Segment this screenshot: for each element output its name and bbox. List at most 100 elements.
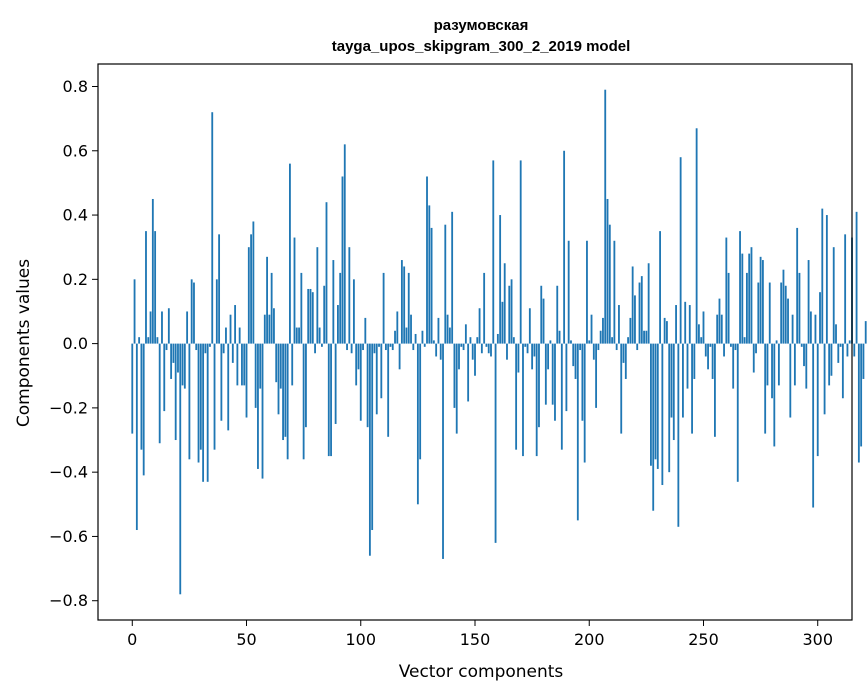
bar-309 bbox=[837, 343, 840, 363]
bar-228 bbox=[652, 343, 655, 511]
bar-120 bbox=[405, 327, 408, 344]
y-axis-ticks: −0.8 −0.6 −0.4 −0.2 0.0 0.2 0.4 0.6 0.8 bbox=[49, 77, 98, 610]
bar-26 bbox=[190, 279, 193, 344]
bar-43 bbox=[229, 314, 232, 344]
bar-5 bbox=[142, 343, 145, 476]
bar-17 bbox=[170, 343, 173, 379]
bar-84 bbox=[323, 285, 326, 344]
bar-158 bbox=[492, 160, 495, 344]
bar-308 bbox=[835, 324, 837, 344]
bar-187 bbox=[558, 330, 561, 344]
bar-141 bbox=[453, 343, 456, 408]
bar-295 bbox=[805, 343, 808, 389]
bar-268 bbox=[743, 337, 746, 344]
bar-67 bbox=[284, 343, 287, 437]
bar-133 bbox=[435, 343, 438, 357]
bar-296 bbox=[807, 260, 810, 344]
bar-232 bbox=[661, 343, 664, 486]
bar-12 bbox=[158, 343, 161, 444]
bar-36 bbox=[213, 343, 216, 450]
y-tick-label: 0.8 bbox=[63, 77, 88, 96]
bar-89 bbox=[334, 343, 337, 424]
bar-140 bbox=[451, 211, 454, 344]
bar-264 bbox=[734, 343, 737, 351]
bar-16 bbox=[167, 308, 170, 344]
bar-109 bbox=[380, 343, 383, 399]
bar-205 bbox=[599, 330, 602, 344]
bar-312 bbox=[844, 234, 847, 344]
bar-183 bbox=[549, 340, 552, 344]
bar-288 bbox=[789, 343, 792, 418]
bar-300 bbox=[816, 343, 819, 457]
bar-276 bbox=[761, 260, 764, 344]
bar-260 bbox=[725, 237, 728, 344]
bar-101 bbox=[362, 343, 364, 351]
bar-179 bbox=[540, 285, 543, 344]
bar-73 bbox=[298, 327, 300, 344]
bar-180 bbox=[542, 298, 545, 344]
bar-245 bbox=[691, 343, 693, 434]
bar-54 bbox=[254, 343, 257, 408]
bar-139 bbox=[448, 327, 451, 344]
bar-248 bbox=[698, 324, 700, 344]
bar-227 bbox=[650, 343, 652, 466]
bar-8 bbox=[149, 311, 152, 344]
bar-164 bbox=[506, 343, 508, 360]
bar-40 bbox=[222, 343, 225, 354]
bar-30 bbox=[199, 343, 202, 450]
bar-247 bbox=[695, 128, 698, 344]
bar-10 bbox=[154, 231, 157, 344]
bar-107 bbox=[375, 343, 378, 415]
bar-316 bbox=[853, 343, 856, 357]
bar-244 bbox=[688, 305, 691, 344]
bar-27 bbox=[193, 282, 195, 344]
bar-185 bbox=[554, 343, 556, 421]
bar-53 bbox=[252, 221, 255, 344]
bar-206 bbox=[602, 317, 604, 344]
bar-159 bbox=[494, 343, 497, 543]
bar-29 bbox=[197, 343, 200, 463]
bar-194 bbox=[574, 343, 577, 379]
bar-95 bbox=[348, 247, 351, 344]
bar-14 bbox=[163, 343, 166, 412]
bar-55 bbox=[257, 343, 259, 469]
bar-238 bbox=[675, 305, 677, 344]
bar-48 bbox=[241, 343, 243, 386]
bar-135 bbox=[439, 343, 442, 360]
bar-52 bbox=[250, 234, 252, 344]
bar-131 bbox=[430, 227, 433, 344]
chart-title-line-1: разумовская bbox=[434, 17, 529, 34]
bar-2 bbox=[135, 343, 138, 531]
bar-3 bbox=[138, 337, 141, 344]
bar-229 bbox=[654, 343, 657, 460]
bar-113 bbox=[389, 343, 392, 347]
bar-175 bbox=[531, 343, 534, 370]
bar-35 bbox=[211, 112, 214, 344]
x-tick-label: 200 bbox=[574, 630, 605, 649]
bar-190 bbox=[565, 343, 568, 412]
bar-215 bbox=[622, 343, 625, 363]
bar-160 bbox=[496, 333, 499, 344]
bar-24 bbox=[186, 311, 189, 344]
bar-181 bbox=[544, 343, 547, 405]
bar-31 bbox=[202, 343, 205, 482]
bar-223 bbox=[640, 276, 643, 344]
bar-47 bbox=[238, 327, 241, 344]
bar-153 bbox=[480, 343, 483, 354]
bar-99 bbox=[357, 343, 360, 370]
bar-59 bbox=[266, 256, 268, 344]
bar-293 bbox=[800, 343, 803, 347]
bar-41 bbox=[225, 327, 227, 344]
bar-69 bbox=[289, 163, 291, 344]
bar-317 bbox=[855, 211, 858, 344]
x-tick-label: 250 bbox=[688, 630, 719, 649]
bar-125 bbox=[416, 343, 419, 505]
bar-15 bbox=[165, 343, 168, 351]
bar-177 bbox=[535, 343, 538, 457]
y-axis-label: Components values bbox=[14, 259, 34, 427]
bar-263 bbox=[732, 343, 735, 389]
bar-271 bbox=[750, 247, 753, 344]
bar-61 bbox=[270, 272, 273, 344]
bar-210 bbox=[611, 337, 614, 344]
bar-199 bbox=[586, 240, 588, 344]
